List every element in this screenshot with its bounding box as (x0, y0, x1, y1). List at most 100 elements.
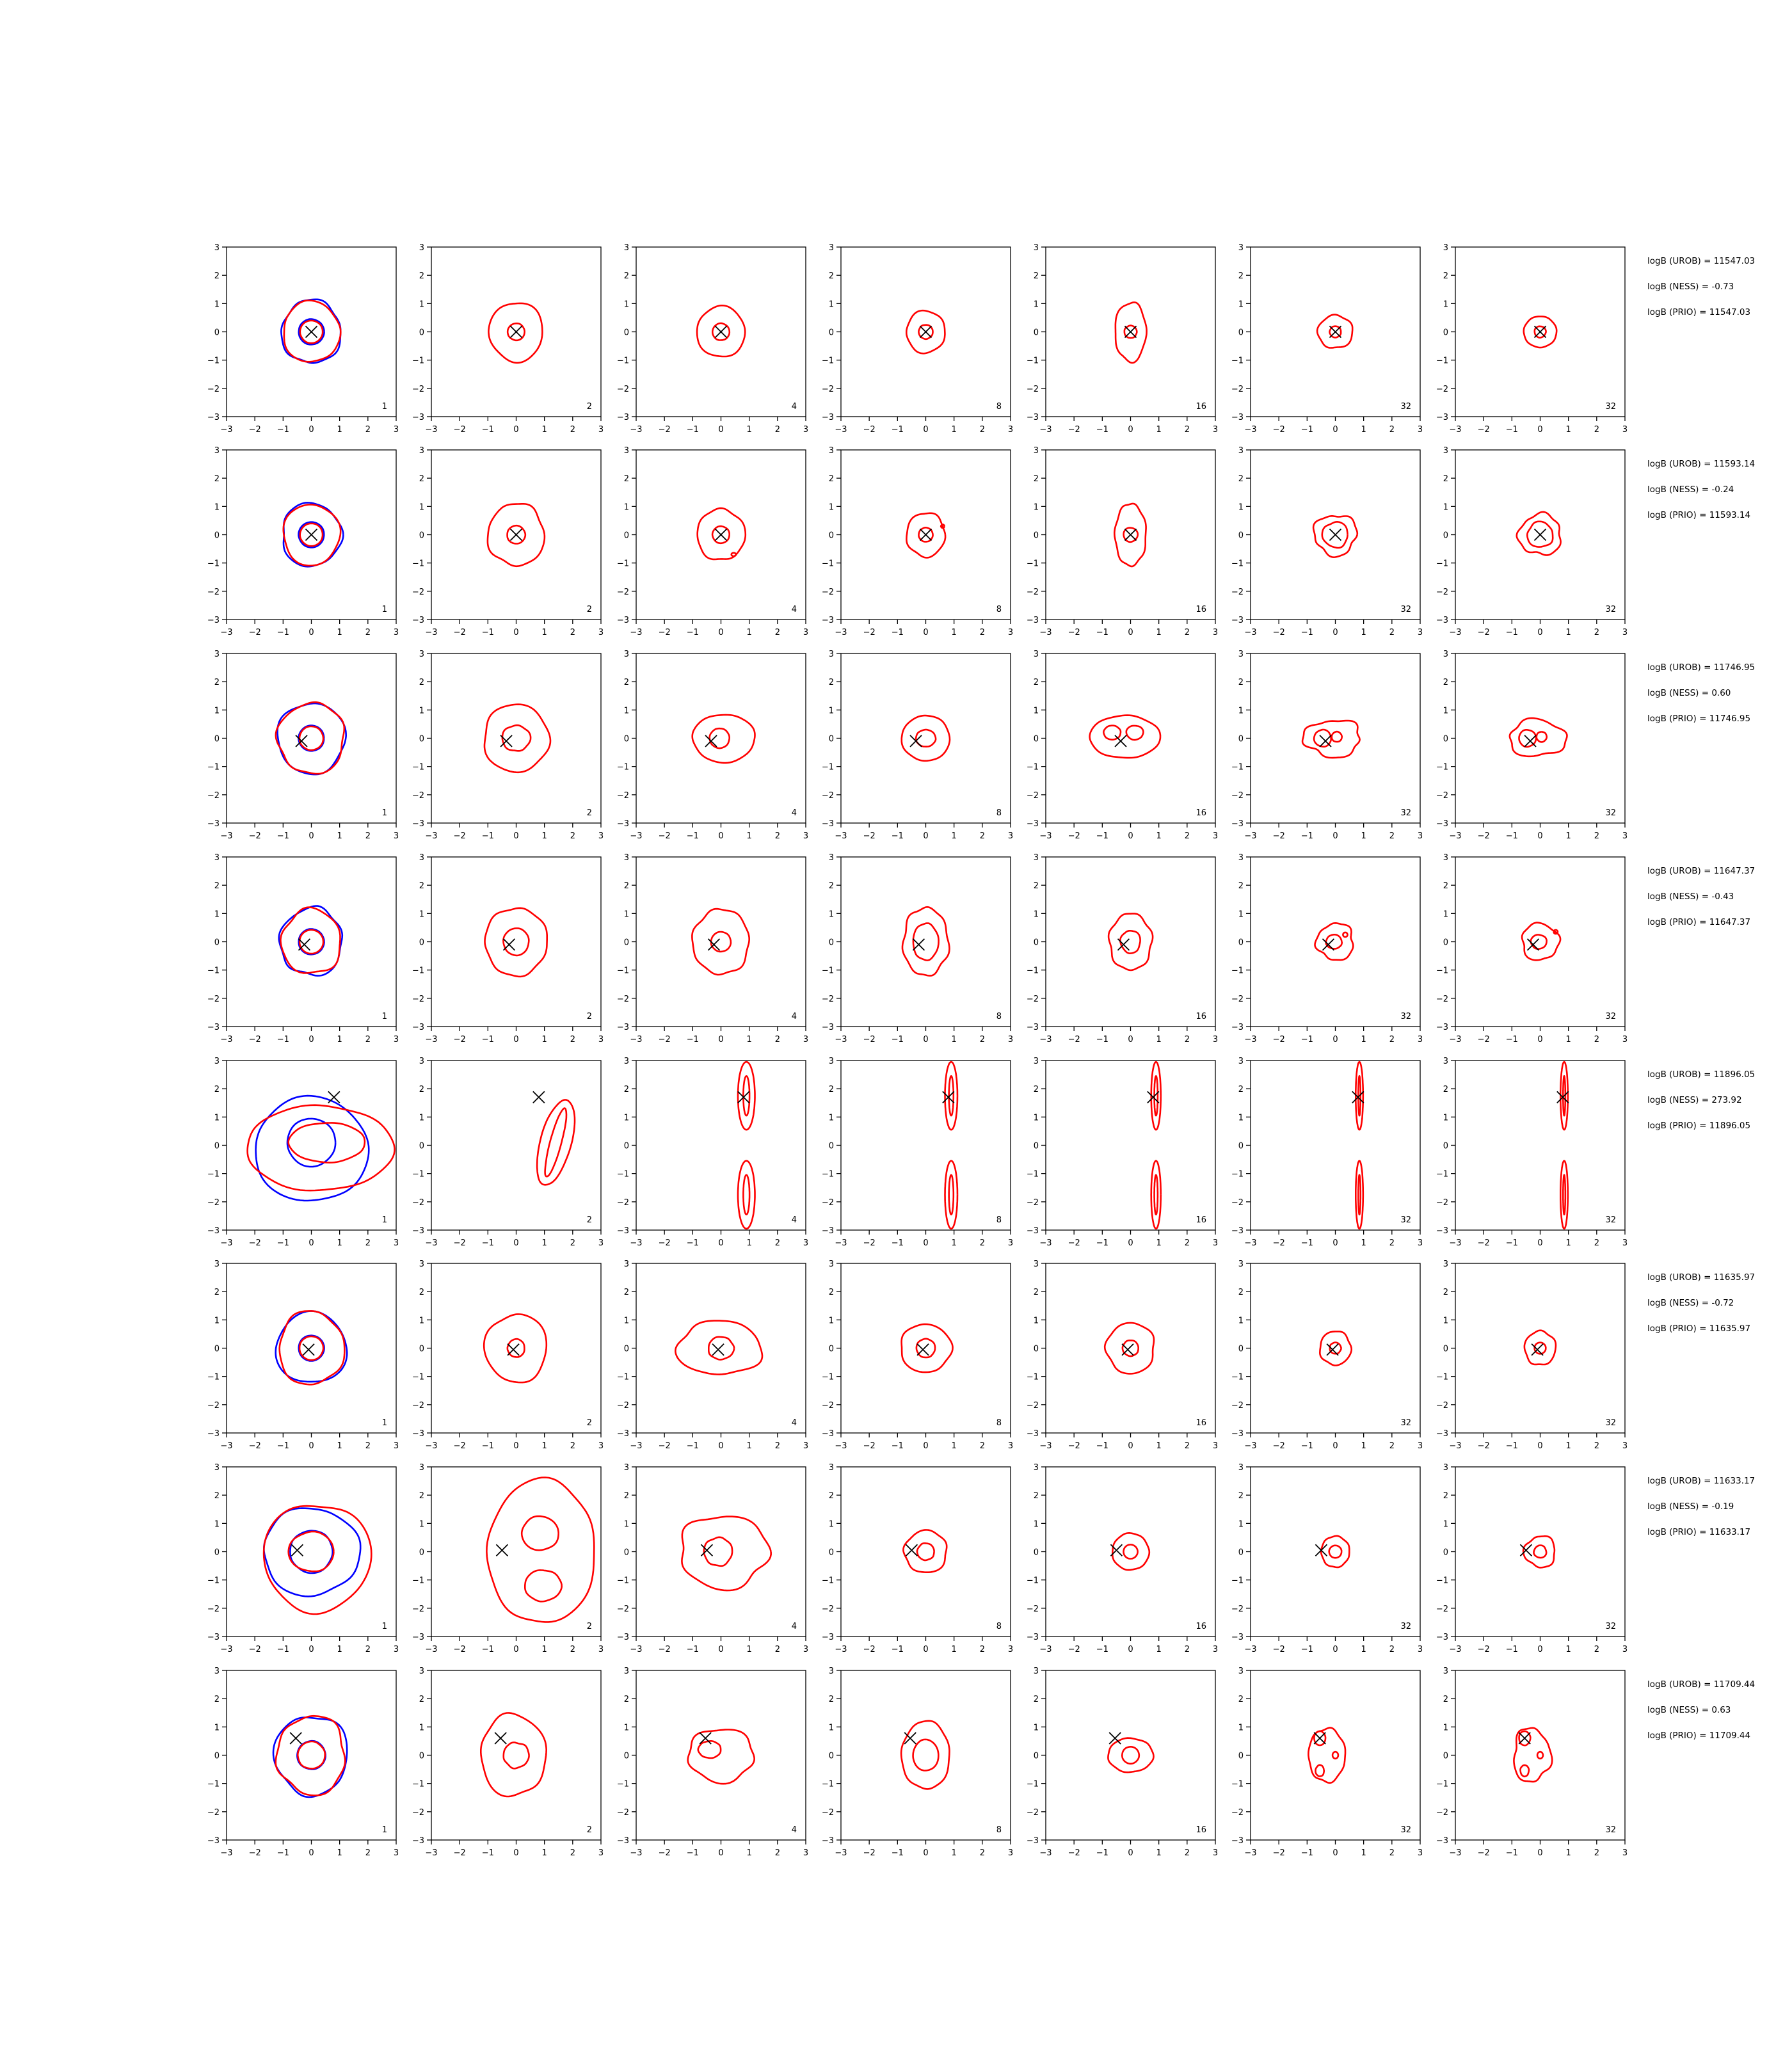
x-tick-label: 0 (718, 1035, 723, 1044)
y-tick-label: −2 (207, 791, 220, 801)
x-tick-label: 0 (308, 1848, 314, 1858)
y-tick-label: 3 (1443, 1667, 1448, 1676)
y-tick-label: −2 (1027, 1604, 1039, 1614)
y-tick-label: 2 (214, 881, 220, 891)
primary-contour-1 (1522, 1535, 1556, 1569)
axes-frame (431, 856, 602, 1027)
contours (272, 1715, 348, 1798)
x-tick-label: 1 (542, 425, 547, 435)
x-tick-label: −1 (1096, 1238, 1108, 1248)
x-tick-label: 0 (513, 1238, 518, 1248)
primary-contour-1 (1301, 719, 1361, 759)
panel-r8-c3: −3−3 −2 −2 −1 −1 0 0 1 1 2 2 3 3 4 (617, 1667, 808, 1858)
mode-marker (328, 1091, 340, 1104)
contours (1113, 502, 1147, 568)
contours (484, 907, 548, 978)
y-tick-label: 0 (1443, 735, 1448, 744)
x-tick-label: 3 (803, 831, 808, 841)
x-tick-label: −1 (687, 628, 699, 637)
contours (681, 1516, 772, 1592)
x-tick-label: 0 (718, 1848, 723, 1858)
y-tick-label: −3 (1436, 1836, 1448, 1846)
y-tick-label: 0 (1034, 328, 1039, 338)
contours (488, 302, 543, 364)
primary-contour-1 (1316, 314, 1354, 349)
y-tick-label: −1 (1436, 966, 1448, 976)
x-tick-label: −1 (482, 1238, 494, 1248)
x-tick-label: 0 (513, 831, 518, 841)
axes-frame (226, 1670, 397, 1841)
x-tick-label: 3 (1622, 628, 1628, 637)
x-tick-label: −1 (482, 425, 494, 435)
axes-frame (1455, 1263, 1626, 1434)
primary-contour-2 (708, 1336, 735, 1361)
x-tick-label: −3 (1244, 1035, 1256, 1044)
primary-contour-2 (918, 324, 934, 340)
x-tick-label: 2 (1389, 628, 1395, 637)
primary-contour-2 (711, 525, 731, 545)
x-tick-label: 1 (337, 1848, 342, 1858)
y-tick-label: −3 (207, 1633, 220, 1642)
y-tick-label: −2 (1436, 1198, 1448, 1208)
y-tick-label: 2 (1238, 1288, 1244, 1297)
column-label: 8 (996, 1622, 1002, 1631)
x-tick-label: 3 (1213, 1848, 1218, 1858)
contours (1318, 1331, 1353, 1366)
primary-contour-4 (1562, 1174, 1567, 1216)
y-tick-label: 0 (1443, 328, 1448, 338)
y-tick-label: −1 (1436, 763, 1448, 772)
logb-annotation: logB (PRIO) = 11709.44 (1647, 1731, 1750, 1741)
y-tick-label: −1 (822, 356, 834, 366)
y-tick-label: −2 (822, 1198, 834, 1208)
y-tick-label: 2 (1238, 678, 1244, 687)
x-tick-label: −3 (1449, 1238, 1461, 1248)
y-tick-label: −3 (822, 616, 834, 625)
x-tick-label: −1 (1506, 1238, 1518, 1248)
y-tick-label: −1 (207, 559, 220, 569)
column-label: 4 (792, 808, 797, 818)
contours (483, 703, 552, 774)
x-tick-label: 3 (1008, 628, 1013, 637)
y-tick-label: −1 (822, 1576, 834, 1586)
x-tick-label: 3 (1213, 425, 1218, 435)
x-tick-label: −3 (630, 1848, 642, 1858)
column-label: 1 (382, 1418, 387, 1428)
y-tick-label: −2 (1231, 1808, 1244, 1818)
logb-annotation: logB (PRIO) = 11547.03 (1647, 307, 1750, 317)
mode-marker (919, 325, 932, 339)
y-tick-label: 3 (829, 650, 834, 659)
panel-r7-c3: −3−3 −2 −2 −1 −1 0 0 1 1 2 2 3 3 4 (617, 1463, 808, 1654)
y-tick-label: −3 (1231, 1836, 1244, 1846)
y-tick-label: 1 (214, 1723, 220, 1732)
y-tick-label: 0 (1443, 531, 1448, 541)
primary-contour-3 (1553, 929, 1559, 935)
panel-r8-c7: −3−3 −2 −2 −1 −1 0 0 1 1 2 2 3 3 32 (1436, 1667, 1628, 1858)
x-tick-label: 2 (980, 628, 985, 637)
y-tick-label: 3 (419, 650, 424, 659)
y-tick-label: 1 (1443, 300, 1448, 309)
mode-marker (1326, 1343, 1339, 1356)
y-tick-label: −3 (207, 1836, 220, 1846)
y-tick-label: 3 (419, 446, 424, 456)
y-tick-label: −1 (1231, 1373, 1244, 1382)
panel-r2-c6: −3−3 −2 −2 −1 −1 0 0 1 1 2 2 3 3 32 (1231, 446, 1423, 637)
x-tick-label: 1 (952, 1441, 957, 1451)
column-label: 8 (996, 1215, 1002, 1225)
x-tick-label: −2 (1273, 1441, 1285, 1451)
x-tick-label: −2 (863, 1238, 876, 1248)
primary-contour-1 (536, 1099, 576, 1186)
x-tick-label: 1 (1361, 831, 1366, 841)
y-tick-label: −3 (617, 616, 629, 625)
x-tick-label: −1 (1301, 1848, 1313, 1858)
column-label: 16 (1196, 808, 1206, 818)
y-tick-label: 2 (1238, 474, 1244, 484)
y-tick-label: 2 (829, 1288, 834, 1297)
y-tick-label: 1 (829, 502, 834, 512)
y-tick-label: −3 (1436, 1429, 1448, 1439)
x-tick-label: 3 (394, 628, 399, 637)
contours (902, 1529, 948, 1573)
y-tick-label: 3 (829, 1260, 834, 1269)
y-tick-label: −3 (412, 819, 424, 829)
x-tick-label: 2 (980, 425, 985, 435)
x-tick-label: 1 (1156, 1238, 1162, 1248)
